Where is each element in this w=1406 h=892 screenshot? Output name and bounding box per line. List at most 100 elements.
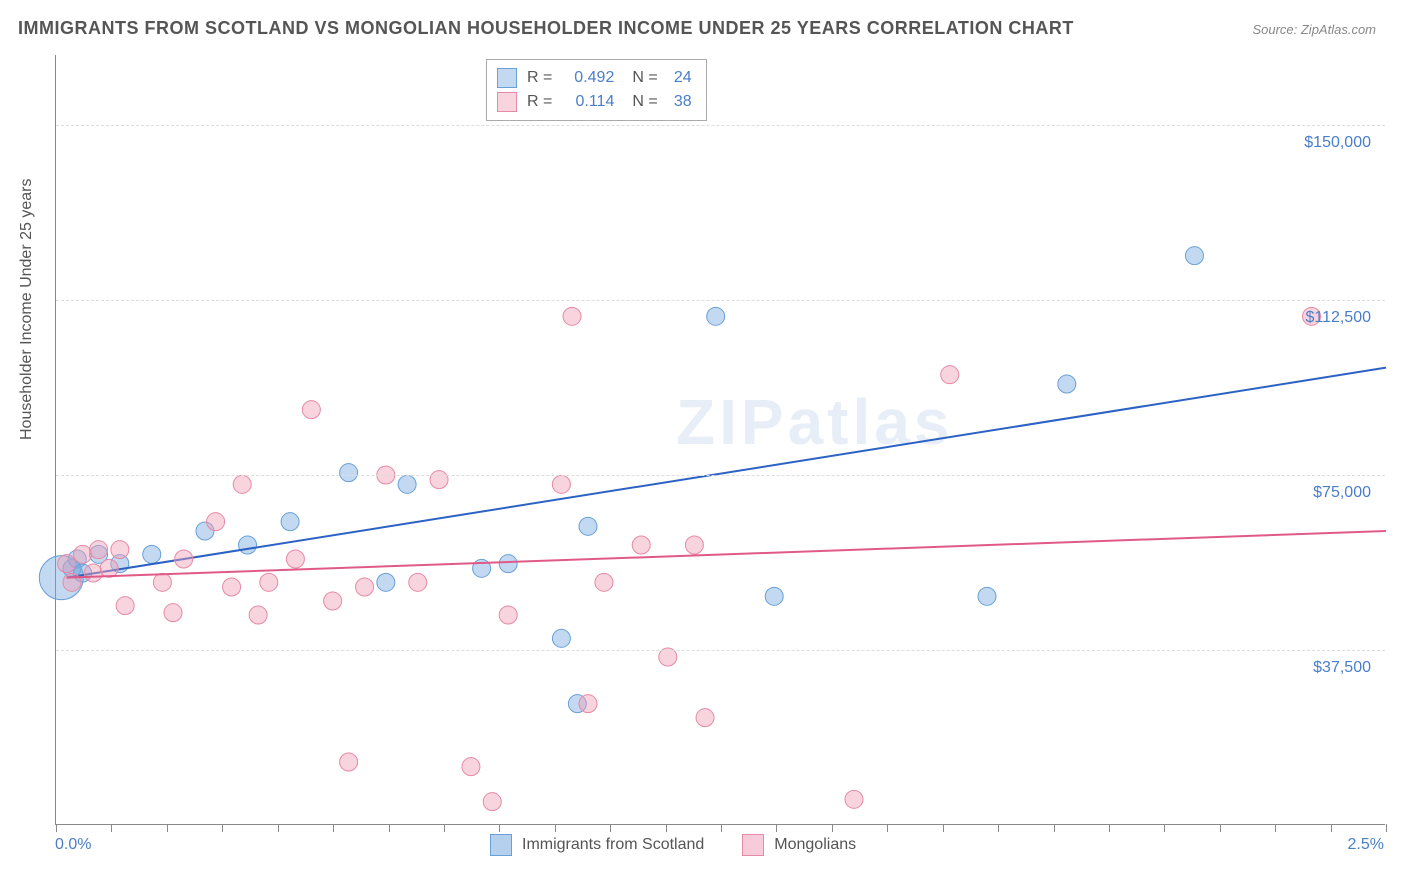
data-point xyxy=(111,541,129,559)
data-point xyxy=(302,401,320,419)
data-point xyxy=(978,587,996,605)
data-point xyxy=(175,550,193,568)
x-tick xyxy=(666,824,667,832)
x-tick xyxy=(499,824,500,832)
data-point xyxy=(499,555,517,573)
data-point xyxy=(595,573,613,591)
y-axis-title: Householder Income Under 25 years xyxy=(18,179,36,440)
x-tick xyxy=(444,824,445,832)
n-value: 24 xyxy=(664,69,692,87)
data-point xyxy=(233,475,251,493)
data-point xyxy=(845,790,863,808)
x-tick xyxy=(555,824,556,832)
gridline xyxy=(56,475,1385,476)
y-tick-label: $150,000 xyxy=(1304,134,1371,152)
trend-line xyxy=(67,531,1386,578)
data-point xyxy=(552,629,570,647)
x-axis-min-label: 0.0% xyxy=(55,836,91,854)
data-point xyxy=(707,307,725,325)
x-tick xyxy=(389,824,390,832)
legend-swatch xyxy=(490,834,512,856)
y-tick-label: $112,500 xyxy=(1305,309,1371,327)
x-tick xyxy=(56,824,57,832)
data-point xyxy=(499,606,517,624)
x-tick xyxy=(1109,824,1110,832)
x-tick xyxy=(943,824,944,832)
data-point xyxy=(430,471,448,489)
legend-swatch xyxy=(497,92,517,112)
data-point xyxy=(340,464,358,482)
data-point xyxy=(153,573,171,591)
n-equals-label: N = xyxy=(632,69,657,87)
legend-swatch xyxy=(497,68,517,88)
data-point xyxy=(286,550,304,568)
x-tick xyxy=(832,824,833,832)
data-point xyxy=(632,536,650,554)
y-tick-label: $37,500 xyxy=(1313,659,1371,677)
data-point xyxy=(765,587,783,605)
data-point xyxy=(116,597,134,615)
data-point xyxy=(685,536,703,554)
x-tick xyxy=(998,824,999,832)
data-point xyxy=(409,573,427,591)
data-point xyxy=(340,753,358,771)
data-point xyxy=(563,307,581,325)
x-tick xyxy=(222,824,223,832)
x-tick xyxy=(1386,824,1387,832)
legend-swatch xyxy=(742,834,764,856)
gridline xyxy=(56,300,1385,301)
gridline xyxy=(56,650,1385,651)
legend-row: R =0.114N =38 xyxy=(497,90,692,114)
x-tick xyxy=(776,824,777,832)
data-point xyxy=(398,475,416,493)
data-point xyxy=(143,545,161,563)
x-tick xyxy=(167,824,168,832)
data-point xyxy=(90,541,108,559)
data-point xyxy=(1058,375,1076,393)
series-legend: Immigrants from ScotlandMongolians xyxy=(490,834,884,856)
scatter-svg xyxy=(56,55,1385,824)
data-point xyxy=(74,545,92,563)
data-point xyxy=(579,517,597,535)
x-tick xyxy=(887,824,888,832)
data-point xyxy=(696,709,714,727)
x-tick xyxy=(1054,824,1055,832)
data-point xyxy=(63,573,81,591)
x-tick xyxy=(333,824,334,832)
x-tick xyxy=(1220,824,1221,832)
r-equals-label: R = xyxy=(527,93,552,111)
plot-area: ZIPatlas R =0.492N =24R =0.114N =38 $37,… xyxy=(55,55,1385,825)
legend-label: Mongolians xyxy=(774,836,856,854)
x-tick xyxy=(1275,824,1276,832)
data-point xyxy=(356,578,374,596)
n-equals-label: N = xyxy=(632,93,657,111)
y-tick-label: $75,000 xyxy=(1313,484,1371,502)
gridline xyxy=(56,125,1385,126)
data-point xyxy=(377,573,395,591)
r-value: 0.492 xyxy=(558,69,614,87)
legend-row: R =0.492N =24 xyxy=(497,66,692,90)
source-attribution: Source: ZipAtlas.com xyxy=(1252,22,1376,37)
correlation-legend: R =0.492N =24R =0.114N =38 xyxy=(486,59,707,121)
x-tick xyxy=(1331,824,1332,832)
x-tick xyxy=(610,824,611,832)
x-tick xyxy=(111,824,112,832)
data-point xyxy=(223,578,241,596)
x-tick xyxy=(278,824,279,832)
data-point xyxy=(483,793,501,811)
data-point xyxy=(941,366,959,384)
chart-title: IMMIGRANTS FROM SCOTLAND VS MONGOLIAN HO… xyxy=(18,18,1074,39)
r-value: 0.114 xyxy=(558,93,614,111)
data-point xyxy=(249,606,267,624)
data-point xyxy=(58,555,76,573)
data-point xyxy=(579,695,597,713)
data-point xyxy=(164,604,182,622)
x-tick xyxy=(721,824,722,832)
trend-line xyxy=(67,368,1386,578)
data-point xyxy=(100,559,118,577)
data-point xyxy=(84,564,102,582)
data-point xyxy=(281,513,299,531)
data-point xyxy=(324,592,342,610)
data-point xyxy=(260,573,278,591)
data-point xyxy=(207,513,225,531)
